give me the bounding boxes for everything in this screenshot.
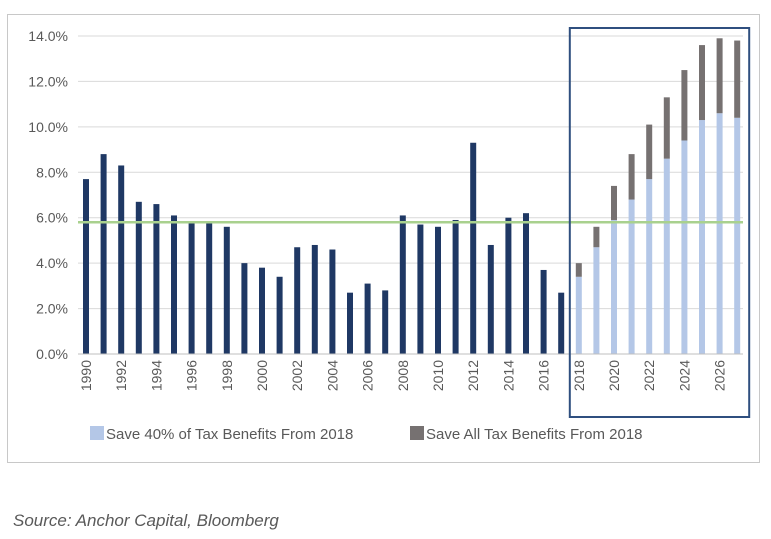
bar-historical: [329, 249, 336, 354]
x-tick-label: 1994: [148, 360, 164, 391]
legend-item-saveall: Save All Tax Benefits From 2018: [410, 426, 643, 443]
x-tick-label: 2016: [536, 360, 552, 391]
bar-historical: [83, 179, 89, 354]
bar-save40: [716, 113, 723, 354]
x-tick-label: 2022: [641, 360, 657, 391]
bar-saveall: [734, 40, 741, 118]
y-axis-labels: 0.0% 2.0% 4.0% 6.0% 8.0% 10.0% 12.0% 14.0%: [28, 28, 68, 362]
x-tick-label: 2024: [676, 360, 692, 391]
bar-historical: [100, 154, 107, 354]
bar-historical: [347, 292, 353, 354]
forecast-highlight-box: [568, 27, 751, 418]
bar-historical: [171, 215, 177, 354]
y-tick-label: 0.0%: [36, 346, 68, 362]
x-tick-label: 2010: [430, 360, 446, 391]
bar-historical: [558, 292, 565, 354]
bar-historical: [241, 263, 248, 354]
bar-historical: [417, 224, 424, 354]
bar-historical: [523, 213, 529, 354]
bar-save40: [699, 120, 705, 355]
bar-historical: [505, 217, 512, 354]
y-tick-label: 8.0%: [36, 164, 68, 180]
bar-historical: [294, 247, 301, 354]
y-tick-label: 14.0%: [28, 28, 68, 44]
bar-historical: [259, 267, 265, 354]
legend-label-save40: Save 40% of Tax Benefits From 2018: [106, 426, 353, 443]
bar-historical: [470, 142, 477, 354]
bar-historical: [118, 165, 125, 354]
chart-frame: [7, 14, 760, 463]
y-tick-label: 4.0%: [36, 255, 68, 271]
x-tick-label: 2012: [465, 360, 481, 391]
bar-saveall: [699, 45, 705, 121]
bar-historical: [206, 222, 213, 354]
bar-save40: [681, 140, 688, 354]
bar-save40: [734, 117, 741, 355]
bar-save40: [628, 199, 635, 354]
bar-historical: [153, 204, 160, 354]
bar-historical: [487, 244, 494, 354]
bar-historical: [540, 269, 547, 354]
bar-historical: [223, 226, 230, 354]
bar-historical: [188, 222, 195, 354]
bar-save40: [646, 179, 653, 354]
y-tick-label: 6.0%: [36, 210, 68, 226]
y-tick-label: 12.0%: [28, 73, 68, 89]
bar-save40: [663, 158, 670, 354]
bar-save40: [575, 276, 582, 354]
x-tick-label: 2008: [395, 360, 411, 391]
bar-historical: [311, 244, 318, 354]
legend-swatch-save40: [90, 426, 104, 440]
x-tick-label: 2018: [571, 360, 587, 391]
bar-historical: [364, 283, 371, 354]
x-tick-label: 2020: [606, 360, 622, 391]
y-tick-label: 10.0%: [28, 119, 68, 135]
bar-historical: [135, 201, 142, 354]
bar-saveall: [611, 185, 617, 220]
x-tick-label: 1996: [184, 360, 200, 391]
bar-saveall: [628, 154, 635, 200]
bar-saveall: [681, 70, 688, 141]
bar-save40: [593, 247, 600, 354]
x-tick-label: 1998: [219, 360, 235, 391]
bar-save40: [611, 219, 617, 354]
bar-saveall: [716, 38, 723, 114]
x-tick-label: 2000: [254, 360, 270, 391]
x-tick-label: 1992: [113, 360, 129, 391]
x-tick-label: 2014: [500, 360, 516, 391]
x-tick-label: 2026: [712, 360, 728, 391]
legend-label-saveall: Save All Tax Benefits From 2018: [426, 426, 643, 443]
x-axis-labels: 1990 1992 1994 1996 1998 2000 2002 2004 2006 2008…: [78, 360, 728, 391]
bar-saveall: [575, 263, 582, 277]
bar-saveall: [663, 97, 670, 159]
x-tick-label: 2002: [289, 360, 305, 391]
legend-swatch-saveall: [410, 426, 424, 440]
x-tick-label: 2006: [360, 360, 376, 391]
bars: [83, 38, 741, 355]
x-tick-label: 1990: [78, 360, 94, 391]
source-note: Source: Anchor Capital, Bloomberg: [13, 511, 279, 530]
bar-historical: [435, 226, 441, 354]
bar-historical: [399, 215, 406, 354]
bar-historical: [276, 276, 283, 354]
bar-saveall: [593, 226, 600, 248]
bar-saveall: [646, 124, 653, 180]
bar-historical: [452, 219, 459, 354]
y-tick-label: 2.0%: [36, 301, 68, 317]
legend: Save 40% of Tax Benefits From 2018 Save …: [90, 426, 643, 443]
legend-item-save40: Save 40% of Tax Benefits From 2018: [90, 426, 353, 443]
x-tick-label: 2004: [324, 360, 340, 391]
grid-lines: [78, 35, 743, 310]
bar-historical: [382, 290, 389, 354]
